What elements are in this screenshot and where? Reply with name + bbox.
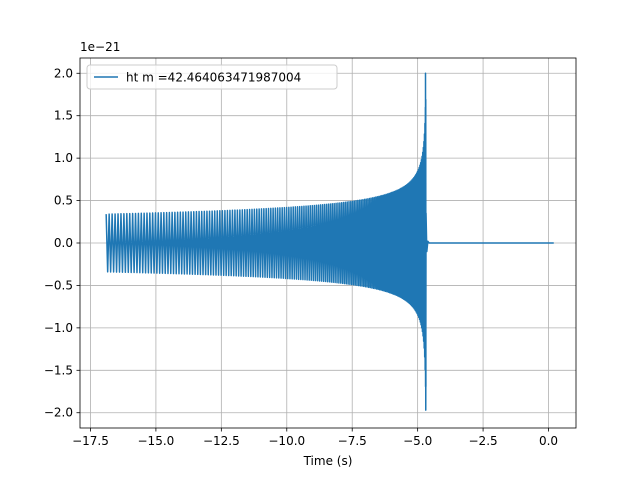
- y-axis-offset-label: 1e−21: [80, 40, 120, 54]
- x-tick-label: −12.5: [203, 434, 240, 448]
- series-line: [105, 72, 554, 411]
- legend-box: [86, 64, 338, 90]
- x-tick-label: −15.0: [138, 434, 175, 448]
- y-tick-label: −1.5: [44, 363, 73, 377]
- y-tick-label: 1.5: [54, 109, 73, 123]
- y-tick-label: −0.5: [44, 278, 73, 292]
- x-axis: −17.5 −15.0 −12.5 −10.0 −7.5 −5.0 −2.5 0.0: [72, 428, 558, 448]
- x-tick-label: −17.5: [72, 434, 109, 448]
- legend-entry-label: ht m =42.464063471987004: [126, 71, 301, 85]
- y-tick-label: 0.5: [54, 194, 73, 208]
- x-tick-label: 0.0: [539, 434, 558, 448]
- x-axis-label: Time (s): [303, 454, 353, 468]
- grid: [80, 58, 576, 428]
- x-tick-label: −7.5: [338, 434, 367, 448]
- y-tick-label: 2.0: [54, 66, 73, 80]
- y-axis: −2.0 −1.5 −1.0 −0.5 0.0 0.5 1.0 1.5 2.0: [44, 66, 80, 420]
- x-tick-label: −2.5: [469, 434, 498, 448]
- plot-area: [105, 72, 554, 411]
- x-tick-label: −5.0: [403, 434, 432, 448]
- legend: ht m =42.464063471987004: [86, 64, 338, 90]
- y-tick-label: −2.0: [44, 406, 73, 420]
- y-tick-label: −1.0: [44, 321, 73, 335]
- y-tick-label: 0.0: [54, 236, 73, 250]
- y-tick-label: 1.0: [54, 151, 73, 165]
- x-tick-label: −10.0: [268, 434, 305, 448]
